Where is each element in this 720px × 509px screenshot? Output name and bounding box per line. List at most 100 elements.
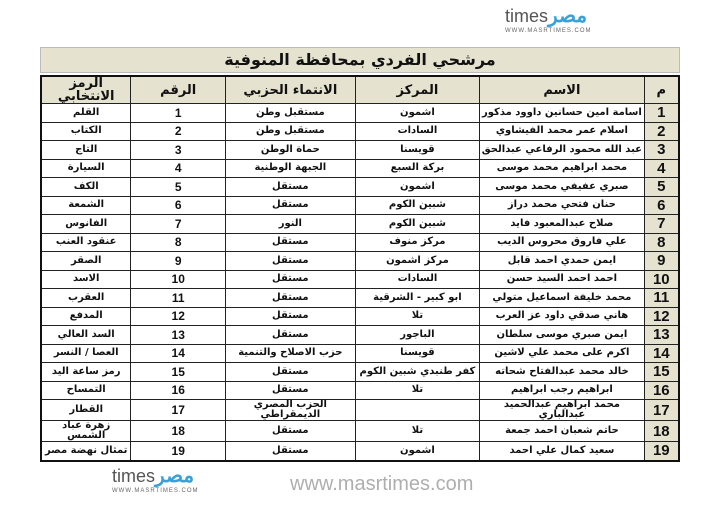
election-symbol: الكتاب: [40, 121, 132, 141]
row-index: 6: [643, 195, 680, 215]
header-number: الرقم: [130, 75, 227, 104]
ballot-number: 7: [130, 214, 227, 234]
center: شبين الكوم: [354, 214, 481, 234]
candidate-name: اسلام عمر محمد الفيشاوي: [479, 121, 645, 141]
candidate-name: علي فاروق محروس الديب: [479, 232, 645, 252]
election-symbol: العقرب: [40, 288, 132, 308]
row-index: 16: [643, 380, 680, 400]
page-title: مرشحي الفردي بمحافظة المنوفية: [40, 47, 680, 73]
table-row: 9 ايمن حمدي احمد قابل مركز اشمون مستقل 9 الصق…: [40, 251, 680, 271]
candidate-name: صلاح عبدالمعبود فايد: [479, 214, 645, 234]
header-symbol: الرمز الانتخابي: [40, 75, 132, 104]
election-symbol: السيارة: [40, 158, 132, 178]
party: مستقل: [225, 362, 356, 382]
logo-text: times: [112, 466, 156, 486]
candidate-name: اسامة امين حسانين داوود مذكور: [479, 103, 645, 123]
ballot-number: 9: [130, 251, 227, 271]
ballot-number: 19: [130, 441, 227, 461]
ballot-number: 16: [130, 380, 227, 400]
election-symbol: تمثال نهضة مصر: [40, 441, 132, 461]
row-index: 18: [643, 420, 680, 442]
candidate-name: خالد محمد عبدالفتاح شحاته: [479, 362, 645, 382]
ballot-number: 10: [130, 269, 227, 289]
party: مستقل: [225, 306, 356, 326]
center: اشمون: [354, 103, 481, 123]
election-symbol: زهرة عباد الشمس: [40, 420, 132, 442]
election-symbol: الصقر: [40, 251, 132, 271]
election-symbol: الاسد: [40, 269, 132, 289]
header-party: الانتماء الحزبي: [225, 75, 356, 104]
candidate-name: حاتم شعبان احمد جمعة: [479, 420, 645, 442]
center: السادات: [354, 269, 481, 289]
table-row: 12 هاني صدقي داود عز العرب تلا مستقل 12 المدف…: [40, 306, 680, 326]
table-row: 3 عبد الله محمود الرفاعي عبدالحق قويسنا حما…: [40, 140, 680, 160]
candidates-table: م الاسم المركز الانتماء الحزبي الرقم الر…: [40, 75, 680, 462]
masrtimes-logo-top: timesمصر WWW.MASRTIMES.COM: [505, 6, 592, 34]
ballot-number: 13: [130, 325, 227, 345]
center: بركة السبع: [354, 158, 481, 178]
ballot-number: 12: [130, 306, 227, 326]
row-index: 9: [643, 251, 680, 271]
election-symbol: العصا / النسر: [40, 343, 132, 363]
election-symbol: السد العالي: [40, 325, 132, 345]
row-index: 2: [643, 121, 680, 141]
center: اشمون: [354, 177, 481, 197]
ballot-number: 15: [130, 362, 227, 382]
party: مستقل: [225, 380, 356, 400]
center: تلا: [354, 380, 481, 400]
row-index: 13: [643, 325, 680, 345]
table-row: 11 محمد خليفة اسماعيل متولي ابو كبير - الش…: [40, 288, 680, 308]
row-index: 1: [643, 103, 680, 123]
row-index: 17: [643, 399, 680, 421]
party: مستقل: [225, 325, 356, 345]
table-row: 2 اسلام عمر محمد الفيشاوي السادات مستقبل وط…: [40, 121, 680, 141]
table-row: 5 صبري عفيفي محمد موسى اشمون مستقل 5 الكف: [40, 177, 680, 197]
center: اشمون: [354, 441, 481, 461]
row-index: 7: [643, 214, 680, 234]
row-index: 8: [643, 232, 680, 252]
candidate-name: ايمن حمدي احمد قابل: [479, 251, 645, 271]
center: شبين الكوم: [354, 195, 481, 215]
logo-url: WWW.MASRTIMES.COM: [505, 28, 592, 34]
header-index: م: [643, 75, 680, 104]
party: الجبهة الوطنية: [225, 158, 356, 178]
party: مستقل: [225, 269, 356, 289]
candidate-name: ابراهيم رجب ابراهيم: [479, 380, 645, 400]
table-header: م الاسم المركز الانتماء الحزبي الرقم الر…: [40, 75, 680, 104]
table-row: 15 خالد محمد عبدالفتاح شحاته كفر طنبدي شبي…: [40, 362, 680, 382]
watermark-url: www.masrtimes.com: [290, 473, 474, 495]
row-index: 3: [643, 140, 680, 160]
header-center: المركز: [354, 75, 481, 104]
center: مركز اشمون: [354, 251, 481, 271]
ballot-number: 18: [130, 420, 227, 442]
party: مستقبل وطن: [225, 121, 356, 141]
table-row: 7 صلاح عبدالمعبود فايد شبين الكوم النور 7 الف…: [40, 214, 680, 234]
header-name: الاسم: [479, 75, 645, 104]
party: الحزب المصري الديمقراطي: [225, 399, 356, 421]
candidate-name: محمد خليفة اسماعيل متولي: [479, 288, 645, 308]
center: السادات: [354, 121, 481, 141]
candidate-name: محمد ابراهيم محمد موسى: [479, 158, 645, 178]
party: مستقل: [225, 251, 356, 271]
row-index: 19: [643, 441, 680, 461]
center: تلا: [354, 306, 481, 326]
center: قويسنا: [354, 343, 481, 363]
ballot-number: 2: [130, 121, 227, 141]
row-index: 11: [643, 288, 680, 308]
row-index: 15: [643, 362, 680, 382]
party: حزب الاصلاح والتنمية: [225, 343, 356, 363]
center: ابو كبير - الشرقية: [354, 288, 481, 308]
candidate-name: ايمن صبري موسى سلطان: [479, 325, 645, 345]
election-symbol: عنقود العنب: [40, 232, 132, 252]
party: مستقل: [225, 420, 356, 442]
table-row: 6 حنان فتحي محمد دراز شبين الكوم مستقل 6 الشم…: [40, 195, 680, 215]
masrtimes-logo-bottom: timesمصر WWW.MASRTIMES.COM: [112, 466, 199, 494]
center: كفر طنبدي شبين الكوم: [354, 362, 481, 382]
candidate-name: عبد الله محمود الرفاعي عبدالحق: [479, 140, 645, 160]
logo-text: times: [505, 6, 549, 26]
election-symbol: الشمعة: [40, 195, 132, 215]
table-row: 1 اسامة امين حسانين داوود مذكور اشمون مستقب…: [40, 103, 680, 123]
row-index: 4: [643, 158, 680, 178]
election-symbol: الفانوس: [40, 214, 132, 234]
table-row: 8 علي فاروق محروس الديب مركز منوف مستقل 8 عنق…: [40, 232, 680, 252]
